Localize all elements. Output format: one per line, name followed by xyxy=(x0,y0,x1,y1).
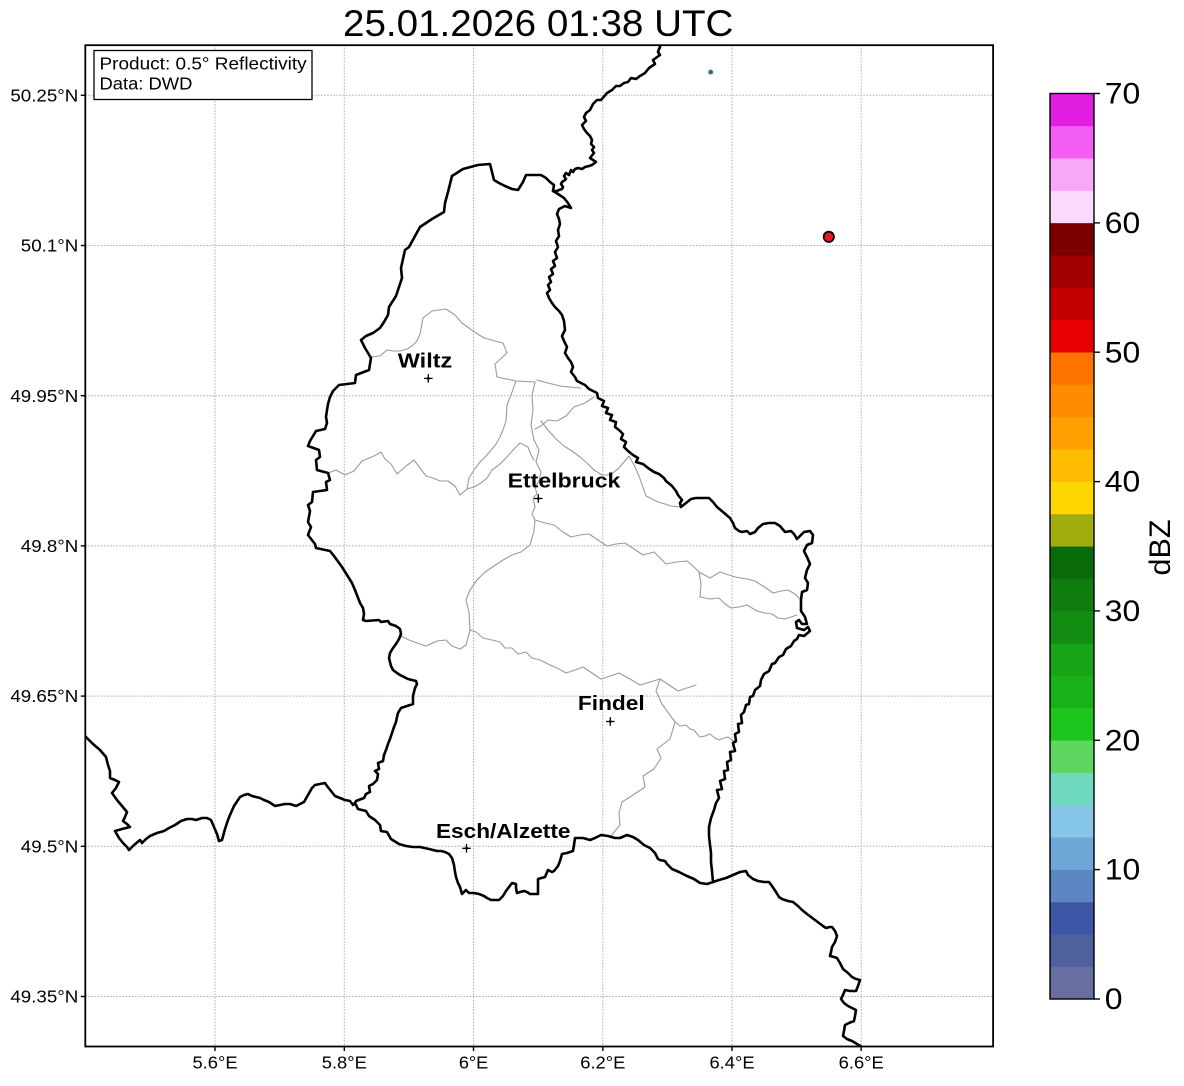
svg-text:49.65°N: 49.65°N xyxy=(10,687,78,706)
svg-text:40: 40 xyxy=(1105,465,1140,499)
svg-text:Wiltz: Wiltz xyxy=(398,349,453,372)
svg-text:Product: 0.5° Reflectivity: Product: 0.5° Reflectivity xyxy=(100,53,308,73)
svg-text:49.5°N: 49.5°N xyxy=(21,837,79,856)
svg-text:50.1°N: 50.1°N xyxy=(21,236,79,255)
svg-text:6.2°E: 6.2°E xyxy=(580,1053,625,1073)
svg-text:5.6°E: 5.6°E xyxy=(192,1053,237,1073)
svg-text:70: 70 xyxy=(1105,77,1140,111)
svg-text:49.8°N: 49.8°N xyxy=(21,536,79,555)
svg-text:6°E: 6°E xyxy=(459,1053,488,1073)
svg-text:0: 0 xyxy=(1105,982,1123,1016)
svg-text:50: 50 xyxy=(1105,335,1140,369)
svg-text:60: 60 xyxy=(1105,206,1140,240)
svg-text:Ettelbruck: Ettelbruck xyxy=(508,469,622,493)
svg-text:30: 30 xyxy=(1105,594,1140,628)
svg-text:49.95°N: 49.95°N xyxy=(10,386,78,405)
svg-text:Data: DWD: Data: DWD xyxy=(100,74,193,94)
svg-text:Findel: Findel xyxy=(578,691,645,715)
svg-text:10: 10 xyxy=(1105,853,1140,887)
svg-text:5.8°E: 5.8°E xyxy=(322,1053,367,1073)
svg-text:6.4°E: 6.4°E xyxy=(709,1053,754,1073)
svg-text:25.01.2026 01:38 UTC: 25.01.2026 01:38 UTC xyxy=(343,3,733,44)
svg-text:50.25°N: 50.25°N xyxy=(10,86,78,105)
svg-text:49.35°N: 49.35°N xyxy=(10,987,78,1006)
svg-text:20: 20 xyxy=(1105,724,1140,758)
svg-text:Esch/Alzette: Esch/Alzette xyxy=(436,819,570,843)
svg-text:dBZ: dBZ xyxy=(1144,520,1176,576)
svg-text:6.6°E: 6.6°E xyxy=(839,1053,884,1073)
